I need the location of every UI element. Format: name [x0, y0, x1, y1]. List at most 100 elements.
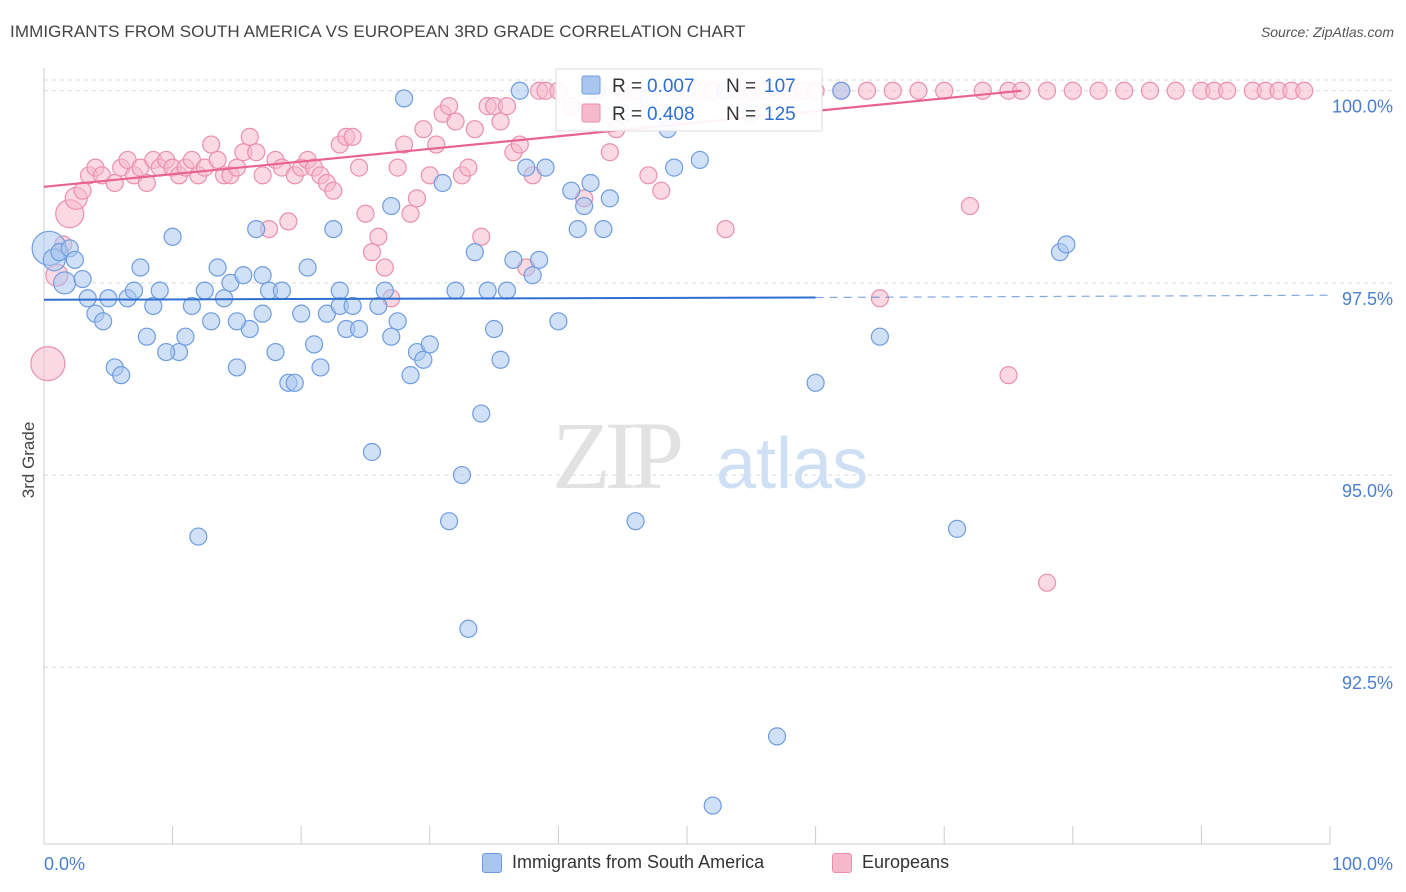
- point-south-america-65: [472, 404, 491, 423]
- point-south-america-71: [517, 158, 536, 177]
- point-south-america-82: [600, 189, 619, 208]
- legend-box: R = 0.007 N = 107 R = 0.408 N = 125: [555, 68, 823, 132]
- point-south-america-49: [362, 442, 382, 462]
- x-tick-label-min: 0.0%: [44, 854, 85, 874]
- point-south-america-10: [99, 289, 118, 308]
- point-south-america-100: [1057, 235, 1076, 254]
- point-south-america-5: [65, 250, 84, 269]
- y-tick-label-2: 95.0%: [1342, 481, 1393, 501]
- point-south-america-94: [767, 727, 787, 746]
- watermark-zip: ZIP: [552, 402, 681, 509]
- point-europeans-25: [208, 150, 227, 170]
- legend-r-label-pink: R =: [612, 104, 647, 125]
- point-south-america-41: [304, 335, 324, 354]
- point-south-america-61: [446, 281, 465, 300]
- point-europeans-69: [491, 112, 510, 131]
- point-europeans-100: [857, 81, 877, 100]
- point-south-america-50: [369, 296, 388, 316]
- point-europeans-102: [909, 81, 928, 100]
- point-south-america-44: [324, 219, 343, 239]
- point-europeans-14: [137, 173, 156, 193]
- point-south-america-78: [575, 196, 594, 216]
- point-europeans-86: [652, 181, 671, 200]
- legend-item-south-america[interactable]: Immigrants from South America: [482, 852, 764, 873]
- point-europeans-105: [973, 81, 992, 100]
- point-europeans-53: [388, 158, 407, 177]
- legend-n-label-blue: N =: [726, 76, 761, 97]
- x-tick-label-max: 100.0%: [1332, 854, 1393, 874]
- point-south-america-30: [234, 266, 253, 285]
- point-europeans-85: [639, 166, 658, 185]
- point-europeans-113: [1166, 81, 1185, 100]
- point-south-america-52: [382, 196, 401, 216]
- point-south-america-60: [439, 512, 459, 531]
- point-south-america-33: [253, 266, 272, 285]
- point-europeans-66: [472, 227, 491, 246]
- point-south-america-74: [536, 158, 555, 177]
- point-europeans-47: [349, 158, 369, 177]
- point-south-america-54: [394, 89, 414, 108]
- trendline-south-america-extension: [815, 294, 1331, 299]
- point-south-america-81: [594, 219, 613, 239]
- point-europeans-112: [1140, 81, 1160, 100]
- point-south-america-25: [202, 312, 221, 331]
- point-south-america-26: [208, 258, 227, 277]
- point-south-america-72: [523, 266, 542, 285]
- legend-n-value-blue: 107: [764, 76, 796, 97]
- point-south-america-59: [433, 173, 452, 193]
- point-south-america-17: [144, 296, 163, 316]
- point-south-america-84: [626, 512, 645, 531]
- point-south-america-67: [485, 319, 504, 339]
- point-south-america-55: [401, 366, 420, 385]
- legend-swatch-europeans: [832, 852, 852, 873]
- point-south-america-42: [311, 358, 330, 377]
- point-south-america-15: [131, 258, 150, 277]
- watermark-atlas: atlas: [716, 424, 868, 504]
- point-europeans-101: [883, 81, 902, 100]
- point-south-america-73: [530, 250, 549, 269]
- point-europeans-9: [105, 173, 124, 193]
- point-europeans-109: [1063, 81, 1082, 100]
- point-south-america-57: [414, 350, 433, 369]
- point-south-america-51: [375, 281, 394, 300]
- point-south-america-64: [465, 243, 484, 262]
- point-europeans-54: [394, 135, 414, 154]
- point-europeans-81: [600, 143, 619, 162]
- point-south-america-19: [163, 227, 182, 246]
- point-south-america-35: [266, 342, 285, 362]
- point-south-america-66: [478, 281, 497, 300]
- watermark: ZIP atlas: [552, 402, 868, 509]
- y-tick-label-1: 97.5%: [1342, 289, 1393, 309]
- point-south-america-58: [420, 335, 439, 354]
- legend-item-europeans[interactable]: Europeans: [832, 852, 949, 873]
- point-south-america-70: [510, 81, 529, 100]
- legend-label-europeans: Europeans: [862, 852, 950, 872]
- point-south-america-102: [330, 281, 349, 300]
- point-europeans-123: [999, 366, 1018, 385]
- point-europeans-70: [497, 97, 517, 116]
- legend-label-south-america: Immigrants from South America: [512, 852, 765, 872]
- point-south-america-12: [112, 366, 131, 385]
- point-south-america-95: [806, 373, 825, 392]
- trendline-europeans: [43, 89, 1022, 188]
- point-south-america-101: [504, 250, 523, 269]
- axis-layer: [43, 68, 1331, 845]
- point-europeans-65: [465, 120, 484, 139]
- point-europeans-55: [401, 204, 420, 223]
- trend-layer: [43, 89, 1331, 301]
- point-europeans-91: [716, 219, 735, 239]
- point-europeans-122: [870, 289, 890, 308]
- point-south-america-105: [382, 327, 401, 346]
- point-europeans-110: [1089, 81, 1108, 100]
- point-south-america-29: [227, 358, 246, 377]
- point-south-america-106: [227, 312, 246, 331]
- point-south-america-76: [562, 181, 581, 200]
- chart-title: IMMIGRANTS FROM SOUTH AMERICA VS EUROPEA…: [10, 22, 746, 41]
- point-south-america-53: [388, 312, 407, 331]
- point-south-america-39: [292, 304, 311, 323]
- point-europeans-51: [375, 258, 394, 277]
- point-south-america-91: [703, 796, 722, 815]
- point-europeans-32: [253, 166, 272, 185]
- y-tick-label-3: 92.5%: [1342, 673, 1393, 693]
